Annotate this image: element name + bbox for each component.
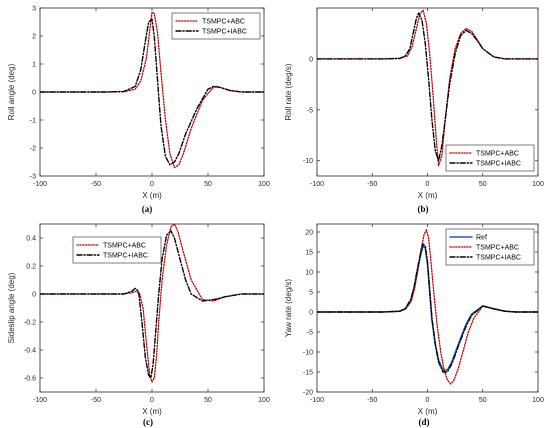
x-axis-label: X (m) xyxy=(142,407,162,416)
x-tick-label: 100 xyxy=(532,181,544,188)
x-tick-label: -50 xyxy=(91,397,101,404)
chart-panel-3: -100 -50 0 50 100 -0.6 -0.4 -0.2 0 0.2 0.4 X (m) Sid… xyxy=(7,223,270,427)
y-tick-label: 20 xyxy=(305,230,313,237)
legend-entry: TSMPC+ABC xyxy=(202,19,245,26)
y-tick-label: 2 xyxy=(32,34,36,41)
x-tick-label: 100 xyxy=(532,397,544,404)
y-axis-label: Roll angle (deg) xyxy=(7,63,16,120)
y-tick-label: 0.4 xyxy=(26,236,36,243)
y-tick-label: -0.4 xyxy=(24,348,36,355)
y-tick-label: -1 xyxy=(30,118,36,125)
x-tick-label: 0 xyxy=(150,397,154,404)
x-axis-label: X (m) xyxy=(142,191,162,200)
y-tick-label: -10 xyxy=(303,158,313,165)
x-tick-label: -100 xyxy=(310,397,324,404)
x-tick-label: -100 xyxy=(310,181,324,188)
legend: TSMPC+ABC TSMPC+IABC xyxy=(72,236,162,264)
legend-entry: TSMPC+IABC xyxy=(476,255,521,262)
y-tick-label: -15 xyxy=(303,370,313,377)
series-group xyxy=(317,9,538,167)
y-tick-label: -10 xyxy=(303,350,313,357)
y-tick-label: 0 xyxy=(309,310,313,317)
panel-label: (a) xyxy=(142,204,153,214)
y-tick-label: 1 xyxy=(32,62,36,69)
x-tick-label: 50 xyxy=(204,181,212,188)
x-tick-label: 100 xyxy=(258,397,270,404)
y-tick-label: -20 xyxy=(303,390,313,397)
x-tick-label: -100 xyxy=(33,397,47,404)
legend-entry: Ref xyxy=(476,235,487,242)
panel-label: (d) xyxy=(419,417,430,427)
series-line-tsmpc-abc xyxy=(317,9,538,167)
series-line-tsmpc-iabc xyxy=(40,230,264,379)
legend-entry: TSMPC+IABC xyxy=(476,161,521,168)
series-line-tsmpc-iabc xyxy=(317,12,538,162)
x-tick-label: 100 xyxy=(258,181,270,188)
x-tick-label: -50 xyxy=(367,181,377,188)
x-tick-label: 0 xyxy=(150,181,154,188)
x-axis-label: X (m) xyxy=(418,191,438,200)
legend-entry: TSMPC+IABC xyxy=(202,29,247,36)
x-tick-label: -50 xyxy=(367,397,377,404)
y-tick-label: 5 xyxy=(309,290,313,297)
series-line-tsmpc-iabc xyxy=(317,243,538,373)
legend-entry: TSMPC+ABC xyxy=(476,151,519,158)
x-axis-label: X (m) xyxy=(418,407,438,416)
y-tick-label: 0.2 xyxy=(26,264,36,271)
y-tick-label: 0 xyxy=(32,292,36,299)
chart-panel-2: -100 -50 0 50 100-10-50X (m)Roll rate (deg/s… xyxy=(284,7,544,214)
y-tick-label: -5 xyxy=(307,330,313,337)
legend-box xyxy=(72,236,162,264)
series-line-tsmpc-iabc xyxy=(40,18,264,166)
y-tick-label: -5 xyxy=(307,107,313,114)
y-tick-label: 3 xyxy=(32,6,36,13)
panel-label: (b) xyxy=(418,204,429,214)
y-tick-label: 0 xyxy=(309,56,313,63)
legend: TSMPC+ABC TSMPC+IABC xyxy=(445,144,535,172)
series-line-tsmpc-abc xyxy=(317,229,538,385)
series-line-tsmpc-abc xyxy=(40,224,264,383)
chart-panel-1: -100 -50 0 50 100 -3 -2 -1 0 1 2 3 X (m) Roll angle (… xyxy=(7,6,270,215)
legend-box xyxy=(171,12,261,40)
y-axis-label: Roll rate (deg/s) xyxy=(284,63,293,120)
legend: Ref TSMPC+ABC TSMPC+IABC xyxy=(445,228,535,266)
y-tick-label: -3 xyxy=(30,174,36,181)
legend-box xyxy=(445,144,535,172)
y-tick-label: 15 xyxy=(305,250,313,257)
x-tick-label: 50 xyxy=(479,181,487,188)
legend: TSMPC+ABC TSMPC+IABC xyxy=(171,12,261,40)
series-group xyxy=(40,11,264,169)
y-tick-label: -0.6 xyxy=(24,376,36,383)
x-tick-label: 50 xyxy=(479,397,487,404)
x-tick-label: 0 xyxy=(426,181,430,188)
x-tick-label: 0 xyxy=(426,397,430,404)
series-group xyxy=(317,229,538,385)
y-axis-label: Sideslip angle (deg) xyxy=(7,272,16,343)
y-tick-label: -2 xyxy=(30,146,36,153)
x-tick-label: -50 xyxy=(91,181,101,188)
panel-label: (c) xyxy=(143,417,153,427)
legend-entry: TSMPC+IABC xyxy=(103,253,148,260)
y-tick-label: 0 xyxy=(32,90,36,97)
y-tick-label: 10 xyxy=(305,270,313,277)
x-tick-label: -100 xyxy=(33,181,47,188)
y-tick-label: -0.2 xyxy=(24,320,36,327)
y-axis-label: Yaw rate (deg/s) xyxy=(284,279,293,337)
legend-entry: TSMPC+ABC xyxy=(476,245,519,252)
series-group xyxy=(40,224,264,383)
legend-entry: TSMPC+ABC xyxy=(103,243,146,250)
x-tick-label: 50 xyxy=(204,397,212,404)
